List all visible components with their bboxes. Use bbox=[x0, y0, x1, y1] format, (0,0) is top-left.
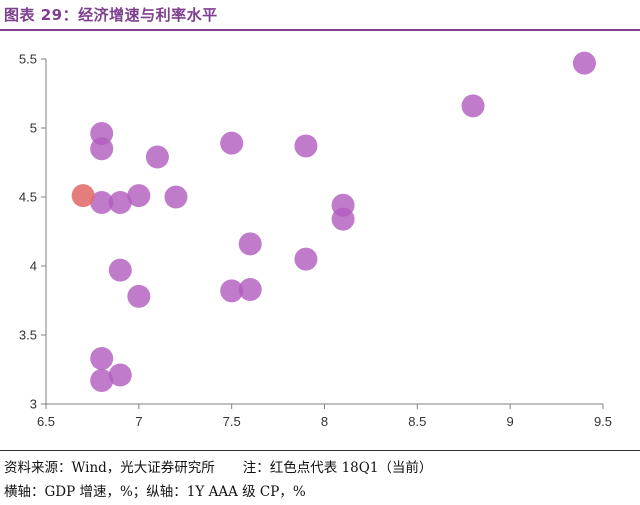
source-note: 资料来源：Wind，光大证券研究所 bbox=[4, 460, 215, 476]
scatter-point bbox=[164, 185, 188, 209]
scatter-point bbox=[294, 247, 318, 271]
x-tick-label: 7.5 bbox=[223, 414, 241, 429]
x-tick-label: 9 bbox=[507, 414, 514, 429]
scatter-point bbox=[331, 207, 355, 231]
y-tick-label: 4 bbox=[30, 259, 37, 274]
scatter-point bbox=[127, 184, 151, 208]
scatter-point bbox=[572, 51, 596, 75]
scatter-point bbox=[90, 137, 114, 161]
y-tick-label: 5.5 bbox=[19, 52, 37, 67]
scatter-point bbox=[238, 277, 262, 301]
scatter-chart: 3 3.5 4 4.5 5 5.5 6.5 7 7.5 8 8.5 9 9.5 bbox=[19, 51, 612, 430]
scatter-point bbox=[108, 363, 132, 387]
highlight-note: 注：红色点代表 18Q1（当前） bbox=[242, 460, 433, 476]
scatter-point bbox=[220, 131, 244, 155]
scatter-point bbox=[238, 232, 262, 256]
scatter-point bbox=[461, 94, 485, 118]
y-tick-label: 5 bbox=[30, 121, 37, 136]
footnote-line-1: 资料来源：Wind，光大证券研究所 注：红色点代表 18Q1（当前） bbox=[4, 456, 432, 476]
scatter-point bbox=[90, 191, 114, 215]
axis-note: 横轴：GDP 增速，%；纵轴：1Y AAA 级 CP，% bbox=[4, 484, 306, 500]
y-tick-label: 3 bbox=[30, 397, 37, 412]
scatter-point bbox=[108, 191, 132, 215]
figure-title: 图表 29：经济增速与利率水平 bbox=[4, 6, 218, 24]
x-tick-label: 9.5 bbox=[594, 414, 612, 429]
title-underline bbox=[0, 29, 640, 31]
x-tick-label: 8.5 bbox=[408, 414, 426, 429]
scatter-point bbox=[127, 284, 151, 308]
x-tick-label: 8 bbox=[321, 414, 328, 429]
x-tick-label: 7 bbox=[135, 414, 142, 429]
scatter-point bbox=[294, 134, 318, 158]
footnote-divider bbox=[0, 450, 640, 451]
data-points bbox=[71, 51, 596, 393]
scatter-point bbox=[220, 279, 244, 303]
x-tick-label: 6.5 bbox=[37, 414, 55, 429]
axes: 3 3.5 4 4.5 5 5.5 6.5 7 7.5 8 8.5 9 9.5 bbox=[19, 52, 612, 430]
scatter-point bbox=[145, 145, 169, 169]
y-tick-label: 4.5 bbox=[19, 190, 37, 205]
y-tick-label: 3.5 bbox=[19, 328, 37, 343]
scatter-point bbox=[108, 258, 132, 282]
highlight-point bbox=[71, 184, 95, 208]
scatter-point bbox=[90, 346, 114, 370]
scatter-point bbox=[90, 369, 114, 393]
